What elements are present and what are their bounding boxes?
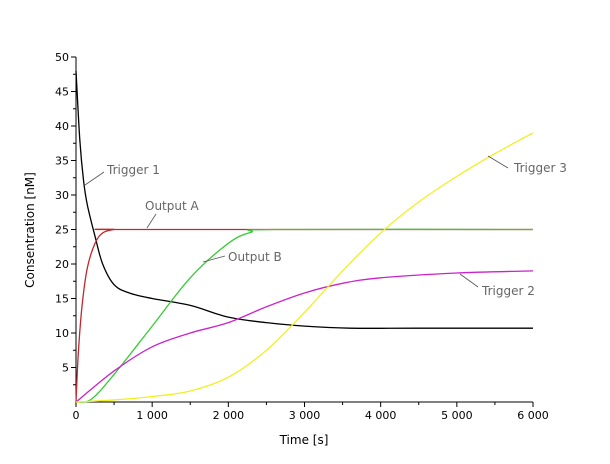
x-axis-title: Time [s] [279,433,329,447]
y-tick-label: 5 [62,362,69,375]
series-label-trigger-1: Trigger 1 [106,163,160,177]
leader-line-trigger-1 [84,171,105,186]
series-group [75,70,534,403]
x-tick-label: 2 000 [213,409,245,422]
y-tick-label: 20 [55,258,69,271]
series-trigger-1 [75,70,533,329]
y-tick-label: 25 [55,224,69,237]
series-label-trigger-3: Trigger 3 [513,161,567,175]
y-tick-label: 45 [55,86,69,99]
series-output-b [75,228,534,403]
y-tick-label: 30 [55,189,69,202]
y-tick-label: 50 [55,51,69,64]
y-tick-label: 10 [55,327,69,340]
x-tick-label: 5 000 [441,409,473,422]
x-tick-label: 4 000 [365,409,397,422]
x-tick-label: 0 [73,409,80,422]
leader-line-trigger-2 [459,273,479,288]
axes: 0 1 000 2 000 3 000 4 000 5 000 6 000 5 10 15 20 25… [55,51,549,422]
y-tick-label: 15 [55,293,69,306]
series-label-output-a: Output A [145,199,199,213]
series-output-a [75,228,533,403]
annotations: Trigger 1 Output A Output B Trigger 2 Trigge… [84,155,567,298]
series-label-trigger-2: Trigger 2 [481,284,535,298]
series-trigger-3 [75,132,534,403]
y-tick-label: 40 [55,120,69,133]
series-label-output-b: Output B [228,250,282,264]
series-trigger-2 [75,270,534,403]
leader-line-output-a [146,213,157,229]
leader-line-output-b [202,255,226,263]
x-tick-label: 3 000 [289,409,321,422]
x-tick-label: 6 000 [517,409,549,422]
x-tick-label: 1 000 [136,409,168,422]
leader-line-trigger-3 [487,155,509,169]
y-tick-label: 35 [55,155,69,168]
y-axis-title: Consentration [nM] [23,172,37,288]
